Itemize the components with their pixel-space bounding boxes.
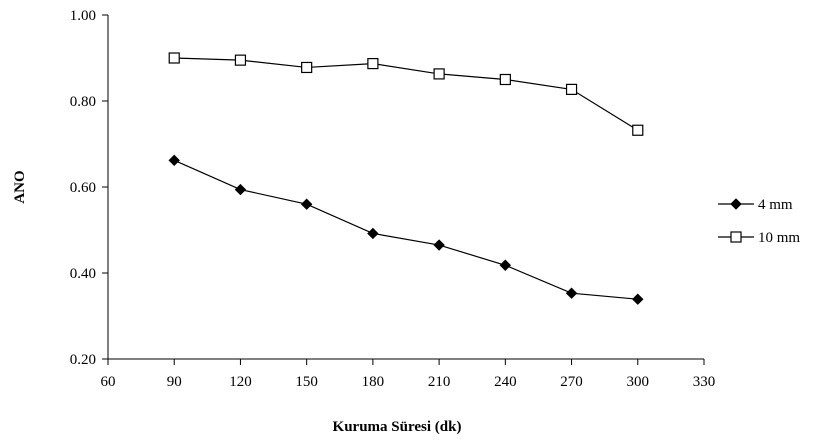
legend-item: 10 mm: [718, 230, 800, 246]
y-tick-label: 1.00: [70, 8, 96, 24]
x-tick-label: 120: [229, 374, 252, 390]
data-point: [565, 287, 578, 299]
x-tick-label: 90: [167, 374, 182, 390]
data-point: [433, 68, 445, 80]
x-tick-label: 300: [627, 374, 650, 390]
data-point: [632, 124, 644, 136]
data-point: [300, 198, 313, 210]
data-point: [433, 239, 445, 251]
legend-marker: [730, 198, 742, 210]
y-tick-label: 0.60: [70, 180, 96, 196]
axes: [107, 15, 704, 360]
x-tick-label: 270: [560, 374, 583, 390]
x-axis-ticks: 60 90 120 150 180 210 240 270 300 330: [101, 359, 716, 390]
x-axis-title: Kuruma Süresi (dk): [333, 419, 462, 435]
legend: 4 mm 10 mm: [718, 197, 800, 246]
data-point: [168, 52, 180, 64]
series-2: [168, 52, 644, 136]
data-point: [234, 54, 247, 66]
legend-label: 4 mm: [758, 197, 793, 213]
x-tick-label: 180: [362, 374, 385, 390]
x-tick-label: 240: [494, 374, 517, 390]
x-tick-label: 330: [693, 374, 716, 390]
legend-label: 10 mm: [758, 230, 800, 246]
legend-marker: [730, 231, 742, 243]
x-tick-label: 150: [295, 374, 318, 390]
series-1: [168, 154, 644, 305]
data-point: [499, 73, 511, 86]
legend-item: 4 mm: [718, 197, 793, 213]
data-point: [234, 183, 247, 196]
y-tick-label: 0.80: [70, 94, 96, 110]
x-tick-label: 60: [101, 374, 116, 390]
series-layer: [168, 52, 644, 305]
data-point: [367, 57, 379, 70]
data-point: [168, 154, 180, 167]
data-point: [499, 259, 512, 271]
y-axis-title: ANO: [12, 170, 28, 203]
series-line: [174, 57, 639, 131]
series-line: [173, 159, 638, 300]
y-tick-label: 0.20: [70, 352, 96, 368]
data-point: [367, 227, 379, 240]
y-axis-ticks: 0.20 0.40 0.60 0.80 1.00: [70, 8, 108, 368]
data-point: [632, 293, 644, 305]
data-point: [301, 61, 313, 74]
x-tick-label: 210: [428, 374, 451, 390]
y-tick-label: 0.40: [70, 266, 96, 282]
data-point: [565, 83, 578, 95]
